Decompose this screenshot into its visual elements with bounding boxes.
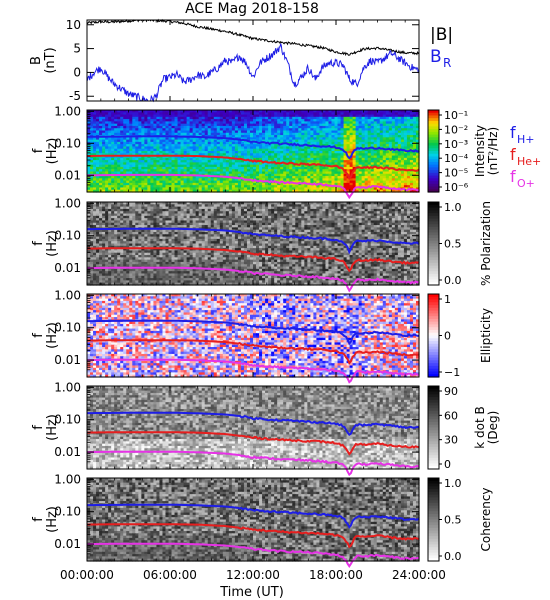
colorbar-tick-label-1-2: 10⁻³	[444, 138, 468, 151]
chart-title: ACE Mag 2018-158	[185, 1, 319, 17]
series-B_R	[87, 44, 419, 101]
panel-1: 1.000.100.01f (Hz)10⁻¹10⁻²10⁻³10⁻⁴10⁻⁵10⁻…	[31, 104, 541, 197]
legend-1-0: f	[510, 123, 516, 142]
colorbar-tick-label-1-4: 10⁻⁵	[444, 167, 468, 180]
y-label-main-1: f	[31, 148, 46, 153]
colorbar-label-line-1-0: Intensity	[473, 125, 487, 177]
legend-1-1: f	[510, 145, 516, 164]
ytick-label-0-3: -5	[69, 89, 81, 103]
legend-sub-1-0: H+	[517, 133, 535, 146]
y-label-main-0: B	[29, 56, 44, 65]
legend-0-0: |B|	[430, 25, 453, 45]
panel-2: 1.000.100.01f (Hz)1.00.50.0% Polarization	[31, 196, 493, 290]
ytick-label-0-1: 5	[73, 42, 81, 56]
series-B_total	[87, 20, 419, 55]
ytick-label-0-0: 10	[66, 18, 81, 32]
y-label-unit-1: (Hz)	[45, 138, 60, 165]
legend-1-2: f	[510, 167, 516, 186]
ytick-label-0-2: 0	[73, 65, 81, 79]
colorbar-1: 10⁻¹10⁻² 10⁻³10⁻⁴ 10⁻⁵10⁻⁶ Intensity (nT²/Hz…	[428, 109, 500, 194]
colorbar-tick-label-1-3: 10⁻⁴	[444, 152, 469, 165]
colorbar-tick-label-1-5: 10⁻⁶	[444, 181, 469, 194]
colorbar-label-line-1-1: (nT²/Hz)	[486, 127, 500, 175]
y-label-unit-0: (nT)	[43, 47, 58, 73]
colorbar-tick-label-1-0: 10⁻¹	[444, 109, 468, 122]
y-axis-label-0: B (nT)	[29, 47, 58, 73]
y-axis-label-1: f (Hz)	[31, 138, 60, 165]
legend-sub-1-1: He+	[517, 155, 541, 168]
legend-0-1: B	[430, 47, 442, 67]
colorbar-label-1: Intensity (nT²/Hz)	[473, 125, 500, 177]
legend-sub-1-2: O+	[517, 177, 535, 190]
ytick-label-1-0: 1.00	[54, 104, 81, 118]
colorbar-tick-label-1-1: 10⁻²	[444, 123, 468, 136]
legend-sub-0-1: R	[443, 56, 451, 70]
ytick-label-1-2: 0.01	[54, 168, 81, 182]
